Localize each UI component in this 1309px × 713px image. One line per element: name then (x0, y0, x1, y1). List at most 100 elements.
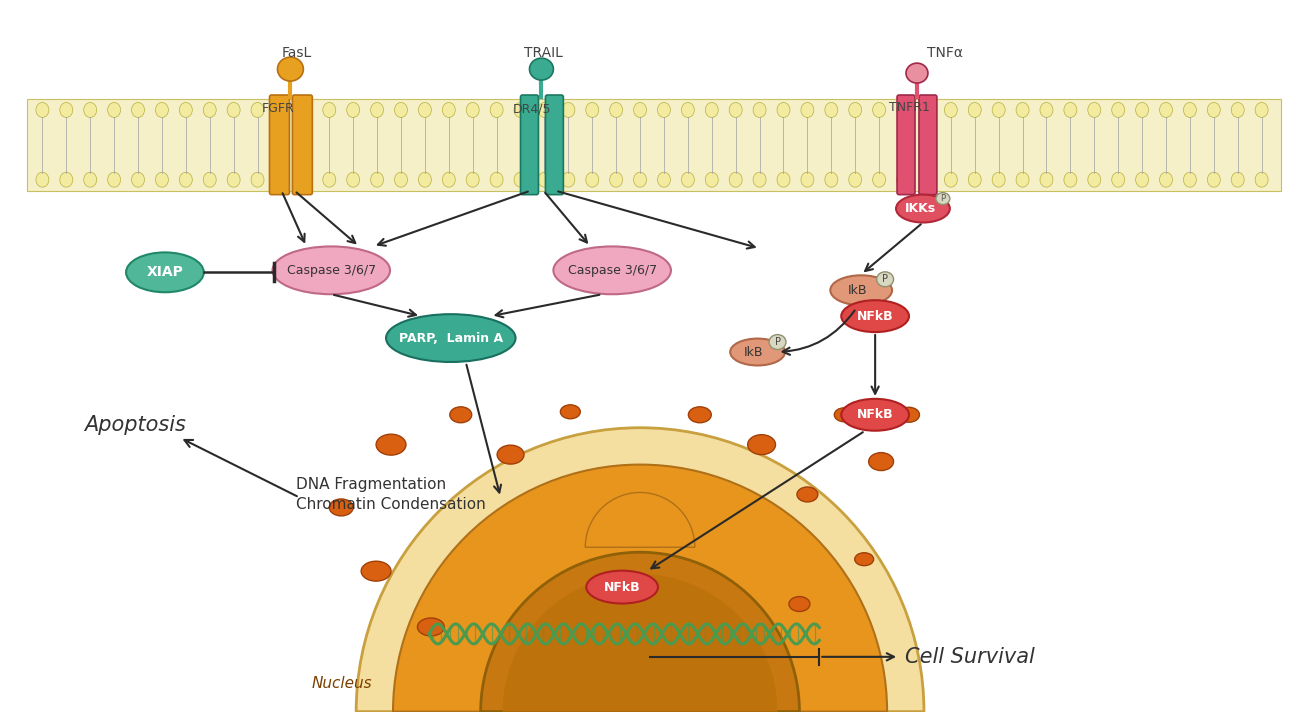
Ellipse shape (538, 173, 551, 187)
Ellipse shape (538, 103, 551, 118)
Ellipse shape (1232, 103, 1244, 118)
Ellipse shape (179, 173, 192, 187)
Text: Cell Survival: Cell Survival (905, 647, 1035, 667)
Ellipse shape (442, 173, 456, 187)
Ellipse shape (203, 103, 216, 118)
Ellipse shape (419, 103, 432, 118)
Ellipse shape (877, 272, 894, 287)
Ellipse shape (906, 63, 928, 83)
Ellipse shape (869, 453, 894, 471)
Ellipse shape (323, 103, 335, 118)
Ellipse shape (466, 173, 479, 187)
Ellipse shape (610, 103, 623, 118)
Ellipse shape (272, 247, 390, 294)
Ellipse shape (920, 173, 933, 187)
Ellipse shape (944, 173, 957, 187)
Text: Nucleus: Nucleus (312, 676, 372, 691)
Ellipse shape (497, 445, 524, 464)
FancyBboxPatch shape (919, 95, 937, 195)
Ellipse shape (855, 553, 873, 565)
Ellipse shape (778, 103, 789, 118)
Ellipse shape (323, 173, 335, 187)
Ellipse shape (1136, 173, 1148, 187)
Ellipse shape (747, 435, 775, 455)
Text: IkB: IkB (744, 346, 763, 359)
Ellipse shape (376, 434, 406, 455)
Ellipse shape (298, 103, 312, 118)
Ellipse shape (1207, 173, 1220, 187)
Ellipse shape (969, 173, 982, 187)
Ellipse shape (370, 103, 384, 118)
FancyBboxPatch shape (546, 95, 563, 195)
Bar (27, 99, 1280, 190)
Ellipse shape (84, 173, 97, 187)
Ellipse shape (634, 173, 647, 187)
Ellipse shape (1088, 103, 1101, 118)
Text: DR4/5: DR4/5 (513, 103, 551, 116)
Ellipse shape (228, 103, 240, 118)
Ellipse shape (386, 314, 516, 362)
Text: P: P (775, 337, 780, 347)
Wedge shape (503, 574, 778, 712)
Ellipse shape (562, 103, 575, 118)
Ellipse shape (842, 300, 908, 332)
Ellipse shape (1207, 103, 1220, 118)
Ellipse shape (586, 570, 658, 603)
Text: Apoptosis: Apoptosis (84, 415, 186, 435)
Ellipse shape (825, 173, 838, 187)
Ellipse shape (1039, 103, 1052, 118)
Ellipse shape (585, 173, 598, 187)
Wedge shape (393, 465, 888, 712)
Ellipse shape (873, 103, 886, 118)
Ellipse shape (1232, 173, 1244, 187)
Ellipse shape (1111, 103, 1124, 118)
Ellipse shape (770, 334, 785, 349)
Ellipse shape (898, 407, 919, 422)
Wedge shape (356, 428, 924, 712)
Ellipse shape (778, 173, 789, 187)
Ellipse shape (848, 173, 861, 187)
Ellipse shape (897, 173, 910, 187)
Ellipse shape (682, 103, 694, 118)
Text: NFkB: NFkB (857, 309, 894, 323)
Ellipse shape (370, 173, 384, 187)
Ellipse shape (126, 252, 204, 292)
Ellipse shape (1183, 103, 1196, 118)
Ellipse shape (529, 58, 554, 80)
Ellipse shape (60, 173, 73, 187)
Ellipse shape (131, 173, 144, 187)
Text: NFkB: NFkB (603, 580, 640, 594)
Ellipse shape (60, 103, 73, 118)
Ellipse shape (490, 173, 503, 187)
Wedge shape (480, 553, 800, 712)
Ellipse shape (936, 193, 950, 205)
Ellipse shape (394, 103, 407, 118)
Ellipse shape (442, 103, 456, 118)
Text: PARP,  Lamin A: PARP, Lamin A (399, 332, 503, 344)
Ellipse shape (834, 408, 855, 422)
Ellipse shape (848, 103, 861, 118)
Ellipse shape (992, 173, 1005, 187)
Ellipse shape (418, 618, 444, 636)
Ellipse shape (131, 103, 144, 118)
Ellipse shape (251, 173, 264, 187)
Ellipse shape (789, 597, 810, 612)
Ellipse shape (275, 103, 288, 118)
Ellipse shape (179, 103, 192, 118)
Text: Caspase 3/6/7: Caspase 3/6/7 (287, 264, 376, 277)
Text: NFkB: NFkB (857, 409, 894, 421)
Ellipse shape (682, 173, 694, 187)
Ellipse shape (897, 103, 910, 118)
Ellipse shape (35, 173, 48, 187)
Ellipse shape (969, 103, 982, 118)
FancyBboxPatch shape (270, 95, 289, 195)
Ellipse shape (1016, 103, 1029, 118)
Text: Caspase 3/6/7: Caspase 3/6/7 (568, 264, 657, 277)
Ellipse shape (585, 103, 598, 118)
Ellipse shape (706, 103, 719, 118)
Ellipse shape (897, 195, 950, 222)
Ellipse shape (920, 103, 933, 118)
Ellipse shape (361, 561, 391, 581)
Ellipse shape (562, 173, 575, 187)
Ellipse shape (689, 407, 711, 423)
